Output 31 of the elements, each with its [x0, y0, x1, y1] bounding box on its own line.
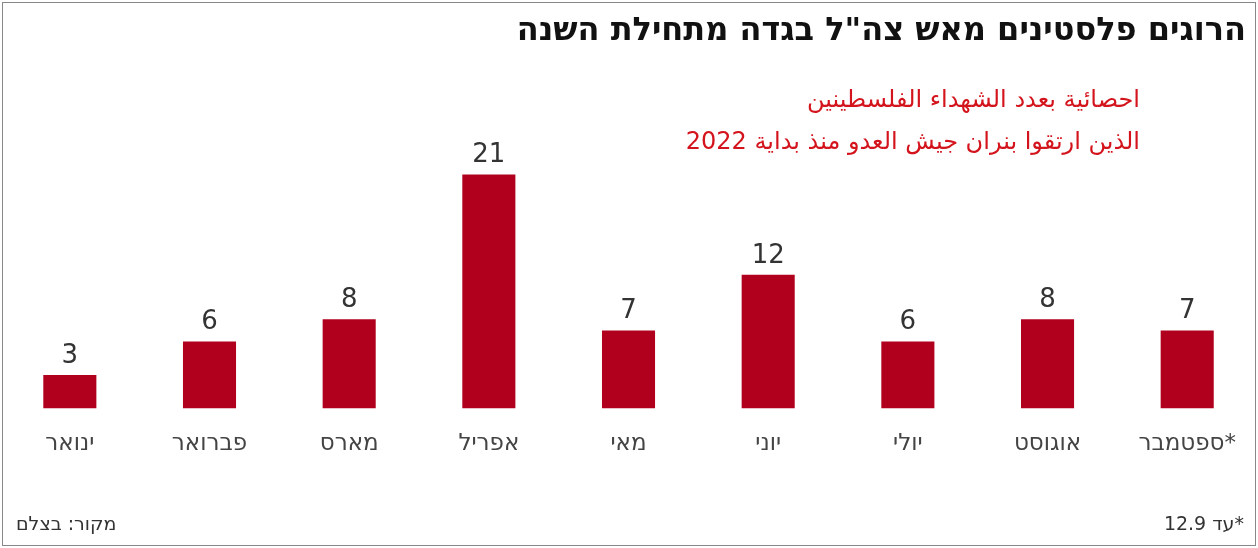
bar	[1020, 319, 1075, 409]
bar	[322, 319, 376, 409]
text: *עד 12.9	[1163, 512, 1244, 534]
data-label: 7	[620, 294, 637, 325]
x-tick-label: ינואר	[45, 429, 95, 456]
data-label: 12	[751, 238, 785, 269]
x-tick-label: אוגוסט	[1013, 429, 1082, 456]
bar	[1160, 330, 1214, 409]
data-label: 8	[1039, 283, 1056, 314]
bar	[601, 330, 656, 409]
x-tick-label: פברואר	[171, 429, 248, 456]
chart-subtitle: احصائية بعدد الشهداء الفلسطينين الذين ارتقوا بنران جيش العدو منذ بداية 2022	[684, 84, 1140, 157]
x-tick-label: יולי	[893, 429, 923, 456]
data-label: 3	[61, 338, 79, 369]
bar	[462, 174, 516, 409]
x-tick-label: מארס	[319, 429, 379, 456]
data-label: 21	[472, 138, 506, 169]
text: מקור: בצלם	[16, 512, 117, 534]
data-label: 7	[1178, 294, 1196, 325]
bar	[182, 341, 237, 409]
x-tick-label: יוני	[755, 429, 782, 456]
bar	[43, 374, 97, 409]
data-label: 6	[899, 305, 917, 336]
x-tick-label: ספטמבר*	[1138, 429, 1236, 456]
bar	[741, 274, 795, 409]
chart-title: הרוגים פלסטינים מאש צה"ל בגדה מתחילת השנה	[516, 10, 1246, 48]
bar	[881, 341, 935, 409]
data-label: 6	[201, 305, 218, 336]
x-tick-label: אפריל	[458, 429, 520, 456]
x-tick-label: מאי	[610, 429, 647, 456]
data-label: 8	[340, 283, 358, 314]
